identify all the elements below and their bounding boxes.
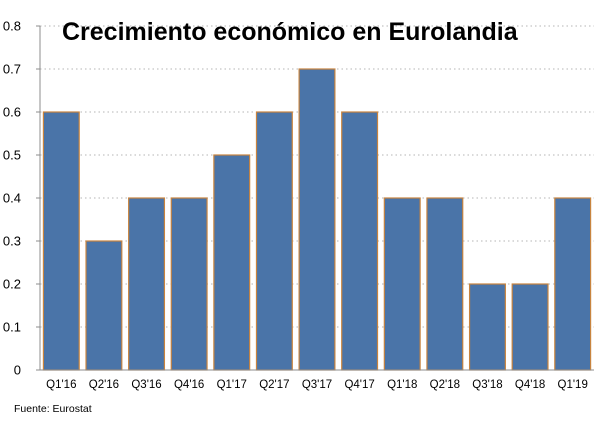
source-note: Fuente: Eurostat bbox=[14, 403, 92, 415]
x-tick-label: Q3'17 bbox=[302, 379, 332, 391]
x-tick-label: Q4'18 bbox=[515, 379, 545, 391]
y-tick-label: 0 bbox=[14, 363, 21, 378]
bar bbox=[128, 197, 166, 371]
x-axis: Q1'16 Q2'16 Q3'16 Q4'16 Q1'17 Q2'17 Q3'17 Q4'17… bbox=[40, 369, 594, 391]
chart-title: Crecimiento económico en Eurolandia bbox=[62, 18, 519, 46]
x-tick-label: Q2'16 bbox=[89, 379, 119, 391]
x-tick-label: Q3'16 bbox=[131, 379, 161, 391]
x-tick-label: Q1'19 bbox=[558, 379, 588, 391]
bar bbox=[468, 283, 506, 371]
y-tick-label: 0.5 bbox=[3, 148, 21, 163]
x-tick-label: Q4'17 bbox=[344, 379, 374, 391]
bar bbox=[85, 240, 123, 371]
bar bbox=[170, 197, 208, 371]
x-tick-label: Q1'16 bbox=[46, 379, 76, 391]
bar bbox=[426, 197, 464, 371]
bar bbox=[42, 111, 80, 371]
y-tick-label: 0.8 bbox=[3, 19, 21, 34]
bar bbox=[511, 283, 549, 371]
bar bbox=[298, 68, 336, 371]
y-tick-label: 0.7 bbox=[3, 62, 21, 77]
bar bbox=[554, 197, 592, 371]
bar bbox=[341, 111, 379, 371]
x-tick-label: Q1'17 bbox=[217, 379, 247, 391]
bar bbox=[255, 111, 293, 371]
bars bbox=[42, 68, 592, 371]
x-tick-label: Q3'18 bbox=[472, 379, 502, 391]
y-tick-label: 0.1 bbox=[3, 320, 21, 335]
x-tick-label: Q1'18 bbox=[387, 379, 417, 391]
y-tick-label: 0.4 bbox=[3, 191, 21, 206]
x-tick-label: Q2'17 bbox=[259, 379, 289, 391]
bar bbox=[383, 197, 421, 371]
x-tick-label: Q4'16 bbox=[174, 379, 204, 391]
y-axis: 0 0.1 0.2 0.3 0.4 0.5 0.6 0.7 0.8 bbox=[3, 19, 41, 378]
y-tick-label: 0.3 bbox=[3, 234, 21, 249]
y-tick-label: 0.6 bbox=[3, 105, 21, 120]
y-tick-label: 0.2 bbox=[3, 277, 21, 292]
bar bbox=[213, 154, 251, 371]
x-tick-label: Q2'18 bbox=[430, 379, 460, 391]
